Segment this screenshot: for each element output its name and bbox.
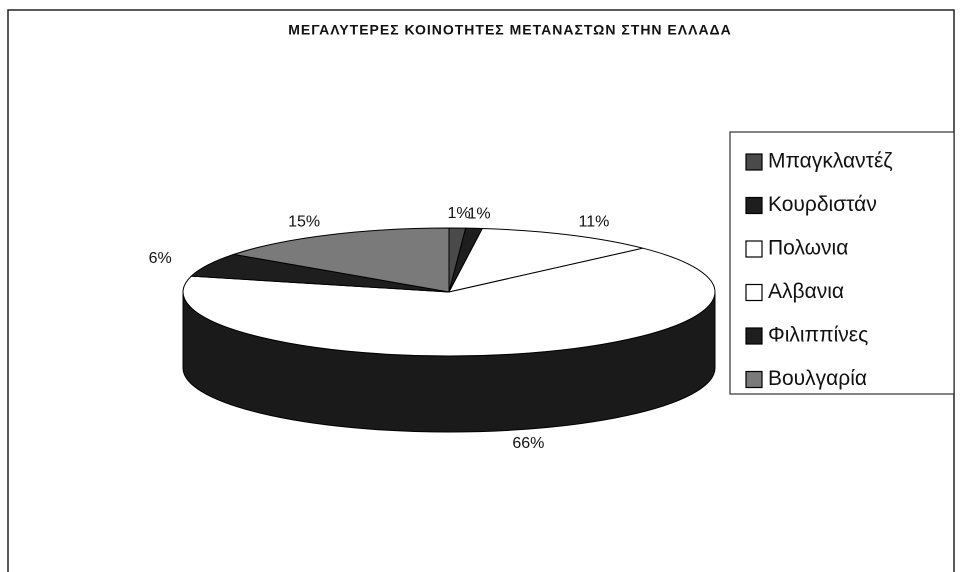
pie-slice <box>182 247 716 357</box>
data-label: 1% <box>467 205 490 222</box>
legend-swatch <box>745 240 763 258</box>
legend-label: Μπαγκλαντέζ <box>768 150 893 173</box>
legend-swatch <box>745 153 763 171</box>
data-label: 1% <box>447 205 470 222</box>
legend-label: Βουλγαρία <box>768 367 867 390</box>
data-label: 11% <box>578 214 609 231</box>
pie-slice <box>233 227 450 293</box>
legend-swatch <box>745 370 763 389</box>
data-label: 66% <box>512 435 544 452</box>
legend-label: Αλβανια <box>768 280 844 303</box>
pie-slice <box>448 227 644 293</box>
legend-swatch <box>745 196 763 215</box>
legend-swatch <box>745 283 763 302</box>
legend-swatch <box>745 327 763 345</box>
data-label: 15% <box>288 214 320 231</box>
chart-title: ΜΕΓΑΛΥΤΕΡΕΣ ΚΟΙΝΟΤΗΤΕΣ ΜΕΤΑΝΑΣΤΩΝ ΣΤΗΝ Ε… <box>288 22 731 38</box>
legend-label: Κουρδιστάν <box>768 193 877 216</box>
data-label: 6% <box>149 250 172 267</box>
legend-box <box>729 131 955 395</box>
legend-label: Πολωνια <box>768 237 848 260</box>
legend-label: Φιλιππίνες <box>768 324 868 347</box>
